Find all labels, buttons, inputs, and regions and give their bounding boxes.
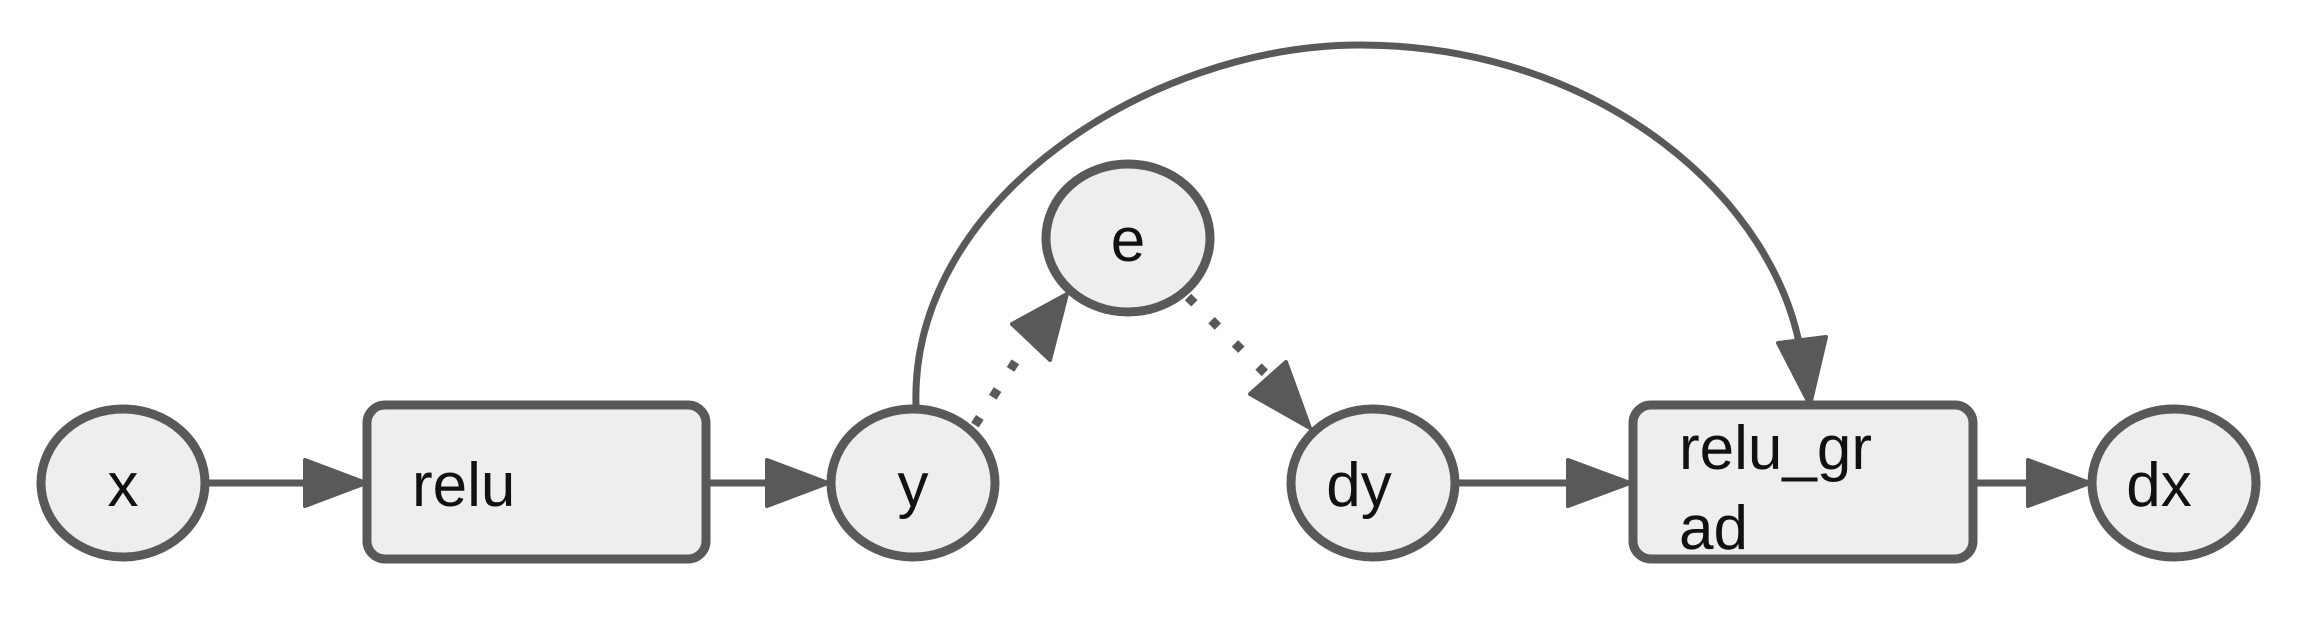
node-dx-label: dx xyxy=(2126,451,2191,520)
node-y xyxy=(826,404,1000,562)
node-relu-grad-label-line2: ad xyxy=(1679,494,1748,563)
node-e xyxy=(1041,159,1215,317)
arrowhead-x-to-relu xyxy=(303,458,368,508)
node-e-label: e xyxy=(1111,206,1145,275)
node-dx xyxy=(2087,404,2261,562)
node-relu-grad xyxy=(1628,400,1978,564)
node-dy-label: dy xyxy=(1326,451,1391,520)
edge-y-to-e xyxy=(971,339,1032,428)
node-relu-label: relu xyxy=(412,451,515,520)
node-x-label: x xyxy=(108,451,139,520)
arrowhead-y-to-e xyxy=(1010,292,1069,362)
edge-e-to-dy xyxy=(1184,293,1270,378)
arrowhead-relu-to-y xyxy=(765,458,830,508)
node-relu-grad-label-line1: relu_gr xyxy=(1679,414,1872,483)
node-y-label: y xyxy=(898,451,929,520)
arrowhead-relu-grad-to-dx xyxy=(2026,458,2092,508)
node-x xyxy=(36,404,210,562)
arrowhead-y-to-relu-grad xyxy=(1776,335,1828,407)
arrowhead-e-to-dy xyxy=(1248,360,1312,430)
node-relu xyxy=(362,400,711,564)
edge-y-to-relu-grad xyxy=(912,41,1806,406)
node-dy xyxy=(1286,404,1460,562)
arrowhead-dy-to-relu-grad xyxy=(1566,458,1632,508)
